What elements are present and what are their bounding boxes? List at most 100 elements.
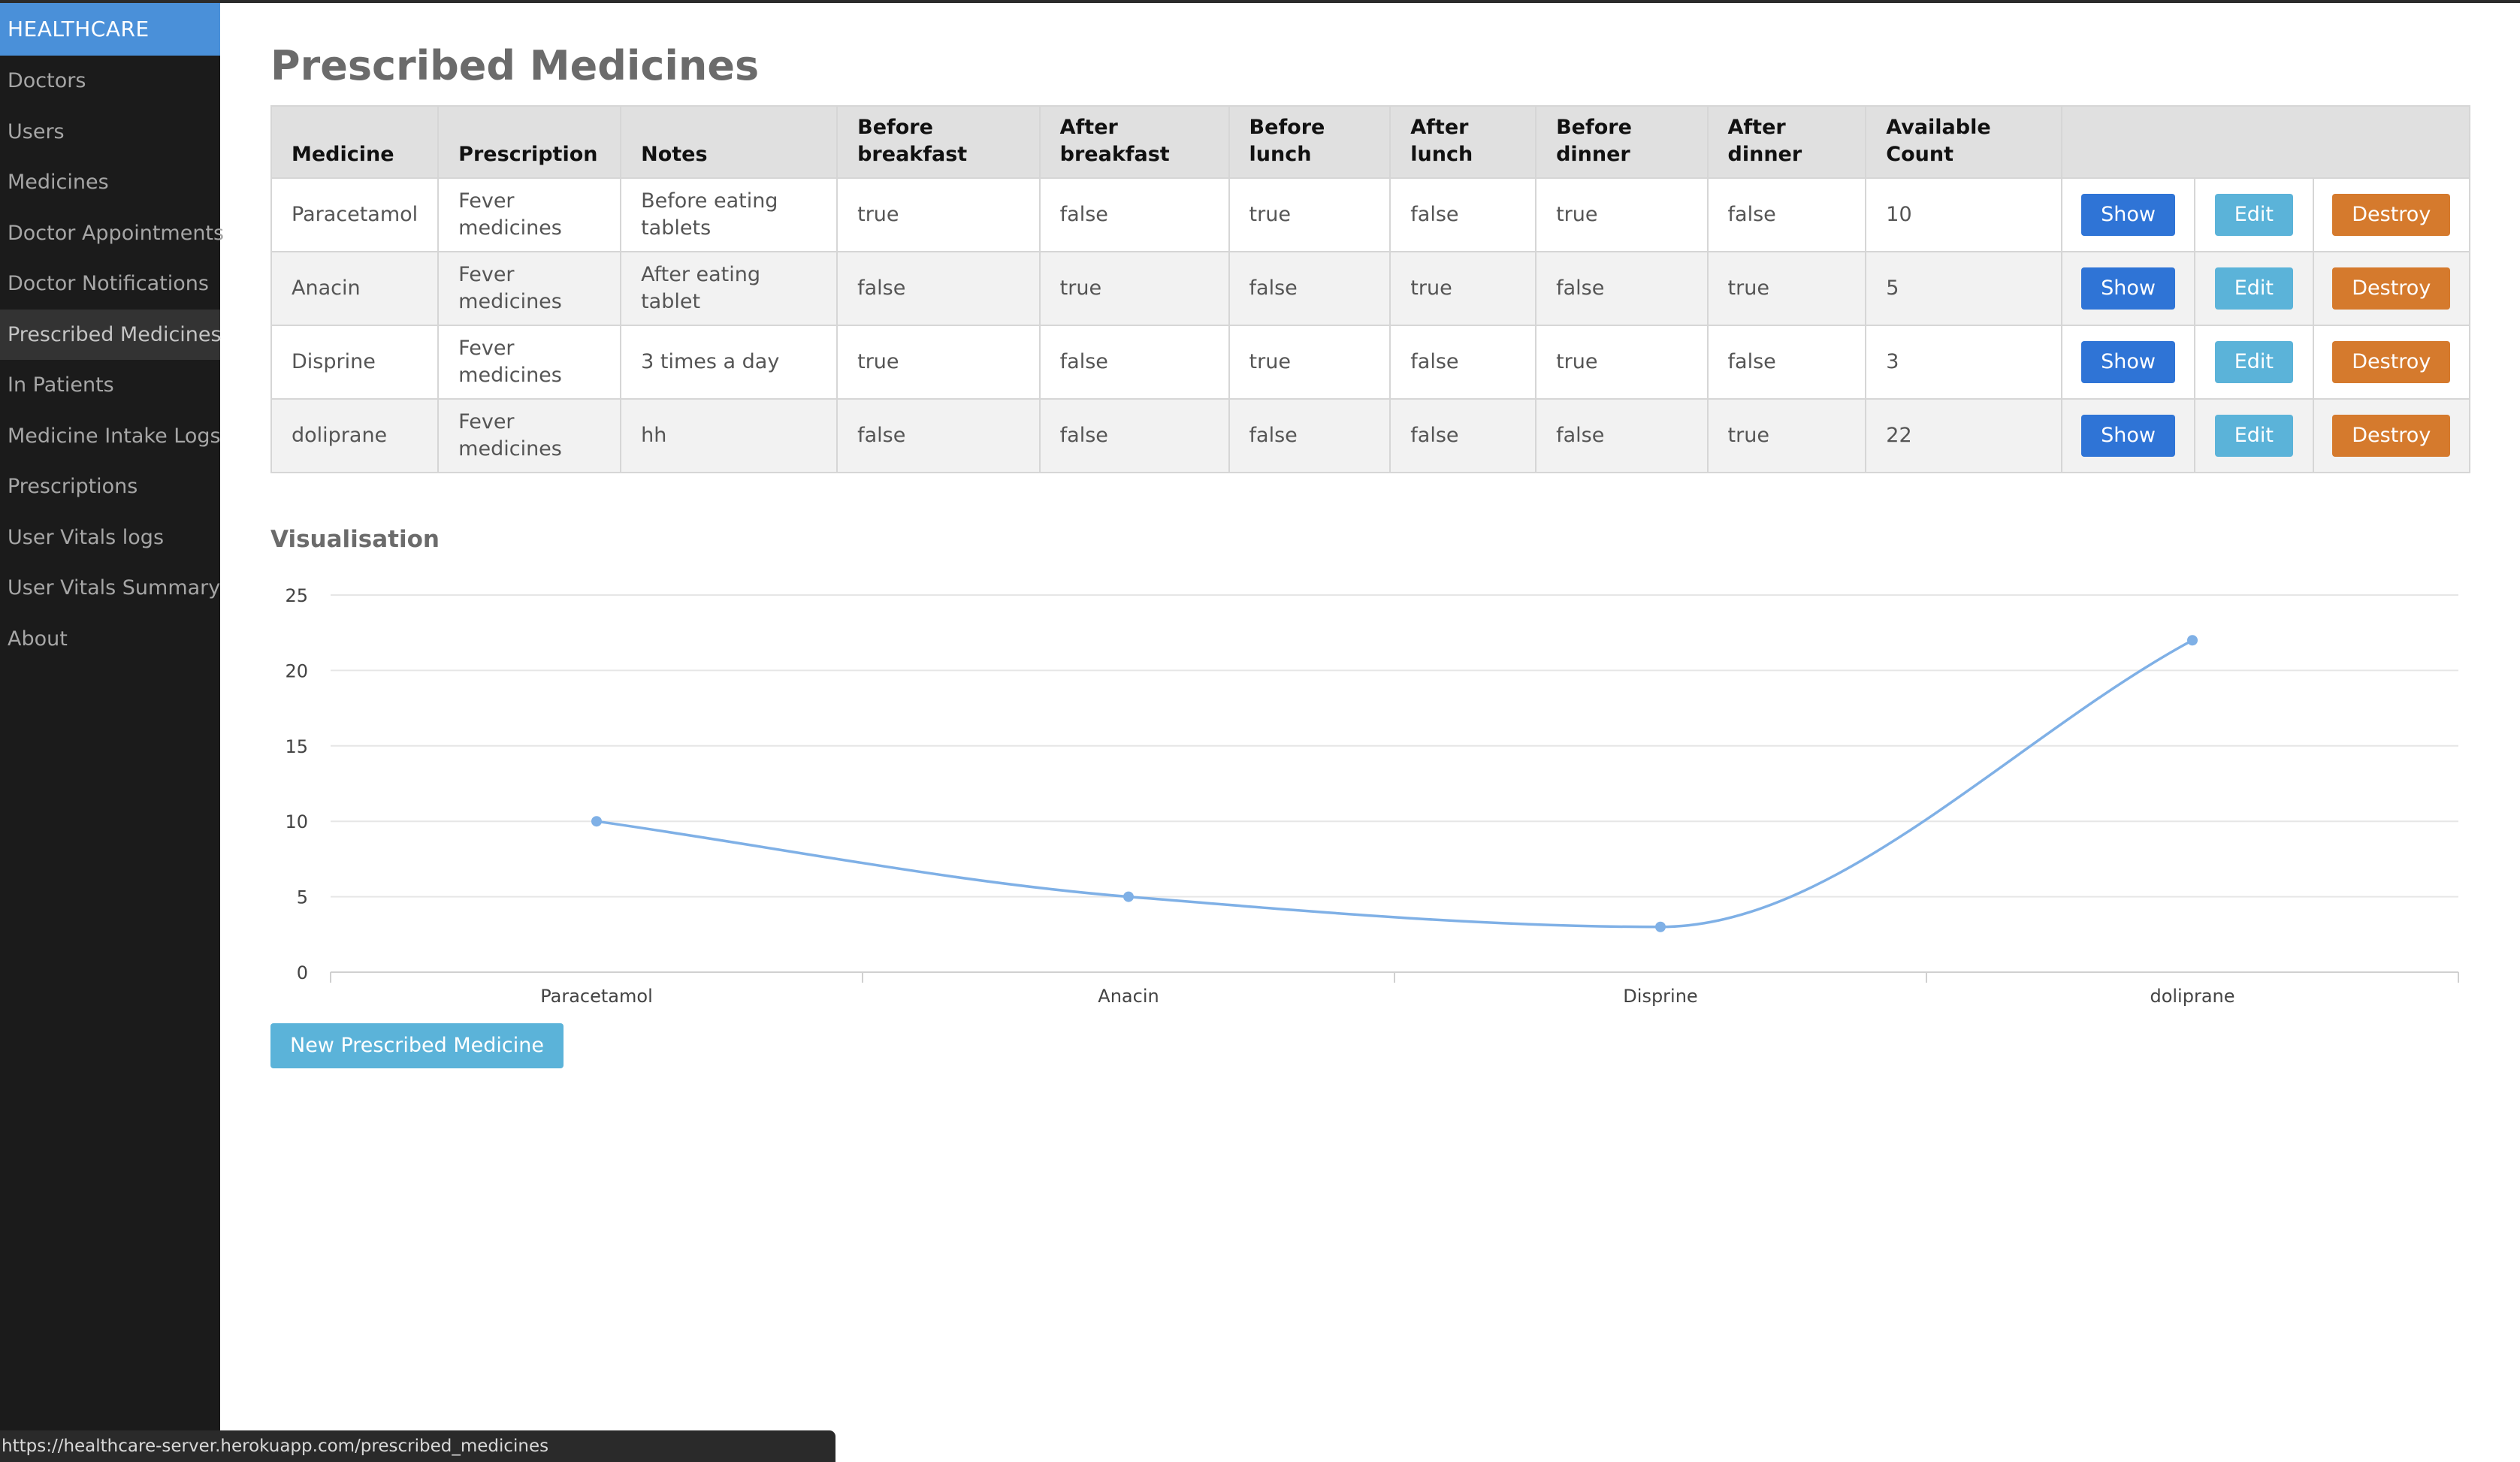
y-tick-label: 10 — [285, 811, 308, 832]
cell-action-show: Show — [2060, 251, 2196, 326]
sidebar-item-prescriptions[interactable]: Prescriptions — [8, 475, 138, 498]
cell-after-dinner: false — [1706, 325, 1867, 400]
sidebar-item-user-vitals-summary[interactable]: User Vitals Summary — [8, 576, 221, 600]
cell-action-destroy: Destroy — [2312, 251, 2471, 326]
show-button[interactable]: Show — [2081, 194, 2175, 236]
column-header-before-breakfast: Before breakfast — [836, 105, 1041, 179]
cell-medicine: doliprane — [270, 398, 440, 473]
cell-before-dinner: false — [1535, 398, 1709, 473]
y-tick-label: 0 — [297, 962, 308, 983]
cell-before-lunch: false — [1228, 398, 1391, 473]
cell-before-breakfast: false — [836, 251, 1041, 326]
cell-before-breakfast: true — [836, 325, 1041, 400]
column-header-before-lunch: Before lunch — [1228, 105, 1391, 179]
sidebar-item-doctor-appointments[interactable]: Doctor Appointments — [8, 221, 225, 245]
table-row: Disprine Fever medicines 3 times a day true… — [270, 325, 2471, 400]
sidebar-item-doctors[interactable]: Doctors — [8, 69, 86, 92]
sidebar-item-in-patients[interactable]: In Patients — [8, 373, 114, 397]
cell-notes: 3 times a day — [620, 325, 838, 400]
cell-prescription: Fever medicines — [437, 177, 622, 252]
window-top-border — [0, 0, 2520, 3]
sidebar-item-user-vitals-logs[interactable]: User Vitals logs — [8, 525, 165, 549]
y-tick-label: 25 — [285, 585, 308, 606]
table-row: Anacin Fever medicines After eating tablet… — [270, 251, 2471, 326]
data-point — [1655, 921, 1666, 932]
cell-available-count: 3 — [1865, 325, 2062, 400]
cell-notes: hh — [620, 398, 838, 473]
sidebar-item-doctor-notifications[interactable]: Doctor Notifications — [8, 272, 209, 295]
cell-available-count: 22 — [1865, 398, 2062, 473]
table-body: Paracetamol Fever medicines Before eating … — [270, 177, 2471, 473]
column-header-after-breakfast: After breakfast — [1038, 105, 1230, 179]
sidebar-item-prescribed-medicines[interactable]: Prescribed Medicines — [0, 309, 222, 360]
x-tick-label: Disprine — [1623, 986, 1697, 1007]
sidebar-item-medicines[interactable]: Medicines — [8, 171, 109, 194]
cell-before-dinner: true — [1535, 325, 1709, 400]
destroy-button[interactable]: Destroy — [2332, 415, 2451, 457]
cell-action-edit: Edit — [2194, 398, 2314, 473]
destroy-button[interactable]: Destroy — [2332, 341, 2451, 383]
cell-after-breakfast: false — [1038, 177, 1230, 252]
page-title: Prescribed Medicines — [270, 42, 760, 89]
edit-button[interactable]: Edit — [2214, 415, 2294, 457]
column-header-available-count: Available Count — [1865, 105, 2062, 179]
cell-prescription: Fever medicines — [437, 325, 622, 400]
show-button[interactable]: Show — [2081, 415, 2175, 457]
visualisation-title: Visualisation — [270, 526, 440, 553]
cell-after-lunch: false — [1389, 177, 1537, 252]
cell-action-destroy: Destroy — [2312, 398, 2471, 473]
y-tick-label: 20 — [285, 660, 308, 681]
cell-action-edit: Edit — [2194, 251, 2314, 326]
cell-before-lunch: true — [1228, 177, 1391, 252]
cell-action-show: Show — [2060, 398, 2196, 473]
cell-before-breakfast: false — [836, 398, 1041, 473]
sidebar: HEALTHCARE Doctors Users Medicines Doctor A… — [0, 3, 225, 1462]
sidebar-item-medicine-intake-logs[interactable]: Medicine Intake Logs — [8, 424, 221, 448]
series-line — [596, 639, 2193, 929]
cell-after-lunch: false — [1389, 325, 1537, 400]
cell-before-breakfast: true — [836, 177, 1041, 252]
cell-after-breakfast: false — [1038, 325, 1230, 400]
status-bar-url: https://healthcare-server.herokuapp.com/… — [0, 1430, 835, 1462]
cell-action-show: Show — [2060, 177, 2196, 252]
destroy-button[interactable]: Destroy — [2332, 194, 2451, 236]
cell-prescription: Fever medicines — [437, 251, 622, 326]
show-button[interactable]: Show — [2081, 267, 2175, 310]
edit-button[interactable]: Edit — [2214, 267, 2294, 310]
column-header-after-dinner: After dinner — [1706, 105, 1867, 179]
cell-action-edit: Edit — [2194, 177, 2314, 252]
cell-action-destroy: Destroy — [2312, 177, 2471, 252]
column-header-before-dinner: Before dinner — [1535, 105, 1709, 179]
brand-link[interactable]: HEALTHCARE — [0, 3, 220, 56]
cell-available-count: 10 — [1865, 177, 2062, 252]
sidebar-nav: Doctors Users Medicines Doctor Appointments… — [0, 56, 225, 664]
prescribed-medicines-table: Medicine Prescription Notes Before breakfas… — [270, 105, 2471, 473]
edit-button[interactable]: Edit — [2214, 341, 2294, 383]
cell-available-count: 5 — [1865, 251, 2062, 326]
sidebar-item-users[interactable]: Users — [8, 119, 65, 143]
cell-after-breakfast: true — [1038, 251, 1230, 326]
column-header-prescription: Prescription — [437, 105, 622, 179]
cell-medicine: Disprine — [270, 325, 440, 400]
data-point — [1123, 891, 1134, 902]
cell-after-lunch: false — [1389, 398, 1537, 473]
new-prescribed-medicine-button[interactable]: New Prescribed Medicine — [270, 1023, 564, 1068]
cell-medicine: Paracetamol — [270, 177, 440, 252]
available-count-line-chart: 0 5 10 15 20 25 Paracetamol Anacin Disprine dolip… — [285, 585, 2459, 1007]
x-tick-label: Anacin — [1098, 986, 1159, 1007]
cell-action-show: Show — [2060, 325, 2196, 400]
data-point — [591, 816, 602, 827]
column-header-notes: Notes — [620, 105, 838, 179]
cell-medicine: Anacin — [270, 251, 440, 326]
show-button[interactable]: Show — [2081, 341, 2175, 383]
cell-before-lunch: true — [1228, 325, 1391, 400]
cell-after-breakfast: false — [1038, 398, 1230, 473]
sidebar-item-about[interactable]: About — [8, 627, 68, 651]
edit-button[interactable]: Edit — [2214, 194, 2294, 236]
table-row: Paracetamol Fever medicines Before eating … — [270, 177, 2471, 252]
y-tick-label: 5 — [297, 887, 308, 908]
y-tick-label: 15 — [285, 736, 308, 757]
x-tick-label: Paracetamol — [540, 986, 652, 1007]
destroy-button[interactable]: Destroy — [2332, 267, 2451, 310]
table-row: doliprane Fever medicines hh false false fals… — [270, 398, 2471, 473]
